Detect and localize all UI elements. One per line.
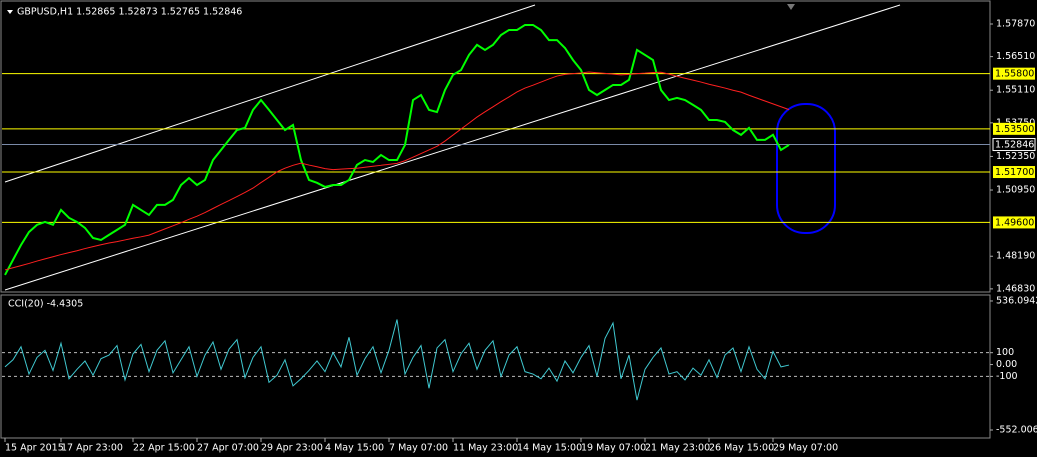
x-tick-label: 22 Apr 15:00 bbox=[133, 443, 195, 454]
x-tick-label: 7 May 07:00 bbox=[389, 443, 448, 454]
x-tick-label: 27 Apr 07:00 bbox=[197, 443, 259, 454]
y-tick-label: 1.46830 bbox=[996, 283, 1035, 294]
y-tick-label: 1.48190 bbox=[996, 251, 1035, 262]
level-label-box bbox=[993, 122, 1035, 135]
menu-arrow bbox=[7, 10, 13, 14]
x-tick-label: 21 May 23:00 bbox=[645, 443, 710, 454]
y-tick-label: 0.00 bbox=[996, 359, 1017, 370]
channel-upper bbox=[4, 4, 536, 183]
y-tick-label: 1.52350 bbox=[996, 151, 1035, 162]
x-tick-label: 19 May 07:00 bbox=[581, 443, 646, 454]
price-panel bbox=[0, 0, 991, 293]
level-label-box bbox=[993, 166, 1035, 179]
x-tick-label: 17 Apr 23:00 bbox=[61, 443, 123, 454]
y-tick-label: 100 bbox=[996, 347, 1014, 358]
x-tick-label: 14 May 15:00 bbox=[517, 443, 582, 454]
level-label: 1.49600 bbox=[995, 217, 1034, 228]
cci-title: CCI(20) -4.4305 bbox=[8, 299, 83, 310]
y-tick-label: 1.50950 bbox=[996, 185, 1035, 196]
y-tick-label: -100 bbox=[996, 371, 1018, 382]
shift-marker bbox=[787, 4, 795, 10]
series-line bbox=[4, 23, 790, 276]
level-label: 1.55800 bbox=[995, 69, 1034, 80]
y-tick-label: -552.0064 bbox=[996, 425, 1037, 436]
current-price-box bbox=[992, 138, 1036, 152]
y-tick-label: 1.55110 bbox=[996, 85, 1035, 96]
y-tick-label: 1.56510 bbox=[996, 51, 1035, 62]
x-tick-label: 11 May 23:00 bbox=[453, 443, 518, 454]
x-tick-label: 29 May 07:00 bbox=[773, 443, 838, 454]
current-price-label: 1.52846 bbox=[995, 140, 1034, 151]
x-tick-label: 29 Apr 23:00 bbox=[261, 443, 323, 454]
chart-title: GBPUSD,H1 1.52865 1.52873 1.52765 1.5284… bbox=[17, 7, 242, 18]
level-label-box bbox=[993, 216, 1035, 229]
x-tick-label: 26 May 15:00 bbox=[709, 443, 774, 454]
x-tick-label: 15 Apr 2015 bbox=[5, 443, 64, 454]
channel-lower bbox=[4, 4, 901, 291]
series-line bbox=[4, 71, 790, 271]
level-label: 1.51700 bbox=[995, 167, 1034, 178]
series-line bbox=[4, 319, 790, 401]
x-tick-label: 4 May 15:00 bbox=[325, 443, 384, 454]
level-label: 1.53500 bbox=[995, 124, 1034, 135]
cci-panel bbox=[0, 294, 991, 439]
highlight-ellipse bbox=[776, 103, 836, 234]
y-tick-label: 1.57870 bbox=[996, 18, 1035, 29]
level-label-box bbox=[993, 67, 1035, 80]
y-tick-label: 536.0942 bbox=[996, 295, 1037, 306]
